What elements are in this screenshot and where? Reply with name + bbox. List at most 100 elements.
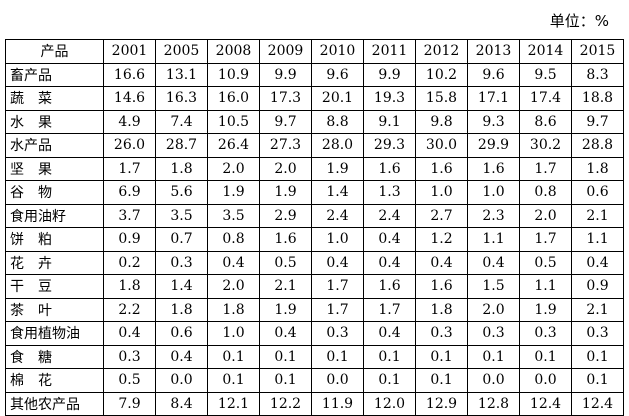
product-name-cell: 棉 花 [5, 368, 104, 393]
value-cell: 2.9 [259, 203, 312, 228]
value-cell: 30.0 [415, 133, 468, 158]
value-cell: 9.8 [415, 109, 468, 134]
value-cell: 0.1 [207, 368, 260, 393]
product-name-cell: 干 豆 [5, 274, 104, 299]
value-cell: 0.1 [415, 368, 468, 393]
table-row: 饼 粕 0.9 0.7 0.8 1.6 1.0 0.4 1.2 1.1 1.7 1.1 [5, 227, 624, 252]
unit-label: 单位：% [549, 12, 609, 30]
value-cell: 12.0 [363, 391, 416, 416]
product-name-cell: 茶 叶 [5, 297, 104, 322]
value-cell: 12.9 [415, 391, 468, 416]
value-cell: 0.3 [467, 321, 520, 346]
value-cell: 10.9 [207, 62, 260, 87]
value-cell: 9.5 [519, 62, 572, 87]
value-cell: 0.8 [207, 227, 260, 252]
header-year: 2012 [415, 39, 468, 64]
value-cell: 12.2 [259, 391, 312, 416]
value-cell: 1.0 [415, 180, 468, 205]
table-row: 食用油籽 3.7 3.5 3.5 2.9 2.4 2.4 2.7 2.3 2.0 2.1 [5, 203, 624, 228]
value-cell: 0.0 [519, 368, 572, 393]
value-cell: 1.1 [571, 227, 624, 252]
value-cell: 1.8 [415, 297, 468, 322]
value-cell: 0.1 [207, 344, 260, 369]
header-year: 2008 [207, 39, 260, 64]
value-cell: 1.0 [311, 227, 364, 252]
value-cell: 1.7 [103, 156, 156, 181]
value-cell: 2.0 [207, 156, 260, 181]
value-cell: 2.4 [363, 203, 416, 228]
value-cell: 17.1 [467, 86, 520, 111]
value-cell: 12.8 [467, 391, 520, 416]
value-cell: 28.0 [311, 133, 364, 158]
table-row: 茶 叶 2.2 1.8 1.8 1.9 1.7 1.7 1.8 2.0 1.9 2.1 [5, 297, 624, 322]
product-name-cell: 坚 果 [5, 156, 104, 181]
value-cell: 0.3 [103, 344, 156, 369]
value-cell: 1.9 [311, 156, 364, 181]
value-cell: 2.1 [571, 203, 624, 228]
header-year: 2014 [519, 39, 572, 64]
value-cell: 1.7 [311, 274, 364, 299]
product-name-cell: 畜产品 [5, 62, 104, 87]
value-cell: 6.9 [103, 180, 156, 205]
value-cell: 0.6 [571, 180, 624, 205]
value-cell: 0.0 [467, 368, 520, 393]
value-cell: 0.4 [103, 321, 156, 346]
value-cell: 17.4 [519, 86, 572, 111]
value-cell: 8.4 [155, 391, 208, 416]
value-cell: 0.1 [467, 344, 520, 369]
value-cell: 3.5 [207, 203, 260, 228]
header-product: 产品 [5, 39, 104, 64]
value-cell: 17.3 [259, 86, 312, 111]
value-cell: 12.4 [571, 391, 624, 416]
value-cell: 20.1 [311, 86, 364, 111]
value-cell: 0.6 [155, 321, 208, 346]
value-cell: 1.8 [103, 274, 156, 299]
table-row: 畜产品 16.6 13.1 10.9 9.9 9.6 9.9 10.2 9.6 9.5 8.3 [5, 62, 624, 87]
value-cell: 29.9 [467, 133, 520, 158]
value-cell: 1.7 [363, 297, 416, 322]
value-cell: 13.1 [155, 62, 208, 87]
value-cell: 0.0 [155, 368, 208, 393]
product-name-cell: 水 果 [5, 109, 104, 134]
table-row: 其他农产品 7.9 8.4 12.1 12.2 11.9 12.0 12.9 12.8 12.4 1… [5, 391, 624, 416]
value-cell: 1.1 [519, 274, 572, 299]
value-cell: 1.6 [259, 227, 312, 252]
table-row: 食 糖 0.3 0.4 0.1 0.1 0.1 0.1 0.1 0.1 0.1 0.1 [5, 344, 624, 369]
value-cell: 2.1 [571, 297, 624, 322]
value-cell: 3.7 [103, 203, 156, 228]
product-name-cell: 谷 物 [5, 180, 104, 205]
value-cell: 2.2 [103, 297, 156, 322]
value-cell: 0.3 [311, 321, 364, 346]
value-cell: 1.5 [467, 274, 520, 299]
value-cell: 0.1 [259, 368, 312, 393]
value-cell: 1.8 [155, 297, 208, 322]
value-cell: 8.8 [311, 109, 364, 134]
value-cell: 2.1 [259, 274, 312, 299]
export-share-table: 产品 2001 2005 2008 2009 2010 2011 2012 20… [5, 39, 624, 416]
value-cell: 9.7 [571, 109, 624, 134]
table-body: 畜产品 16.6 13.1 10.9 9.9 9.6 9.9 10.2 9.6 9.5 8.3 蔬 菜… [5, 62, 624, 416]
value-cell: 28.7 [155, 133, 208, 158]
value-cell: 0.1 [311, 344, 364, 369]
table-row: 花 卉 0.2 0.3 0.4 0.5 0.4 0.4 0.4 0.4 0.5 0.4 [5, 250, 624, 275]
table-header: 产品 2001 2005 2008 2009 2010 2011 2012 20… [5, 39, 624, 64]
value-cell: 0.1 [363, 344, 416, 369]
table-row: 水 果 4.9 7.4 10.5 9.7 8.8 9.1 9.8 9.3 8.6 9.7 [5, 109, 624, 134]
value-cell: 0.5 [103, 368, 156, 393]
value-cell: 1.1 [467, 227, 520, 252]
product-name-cell: 食用油籽 [5, 203, 104, 228]
value-cell: 1.0 [207, 321, 260, 346]
value-cell: 2.4 [311, 203, 364, 228]
value-cell: 8.3 [571, 62, 624, 87]
value-cell: 1.6 [415, 274, 468, 299]
header-year: 2001 [103, 39, 156, 64]
value-cell: 1.4 [311, 180, 364, 205]
value-cell: 18.8 [571, 86, 624, 111]
table-row: 食用植物油 0.4 0.6 1.0 0.4 0.3 0.4 0.3 0.3 0.3 0.3 [5, 321, 624, 346]
value-cell: 0.5 [259, 250, 312, 275]
value-cell: 11.9 [311, 391, 364, 416]
value-cell: 15.8 [415, 86, 468, 111]
header-year: 2013 [467, 39, 520, 64]
table-row: 棉 花 0.5 0.0 0.1 0.1 0.0 0.1 0.1 0.0 0.0 0.1 [5, 368, 624, 393]
value-cell: 0.1 [259, 344, 312, 369]
